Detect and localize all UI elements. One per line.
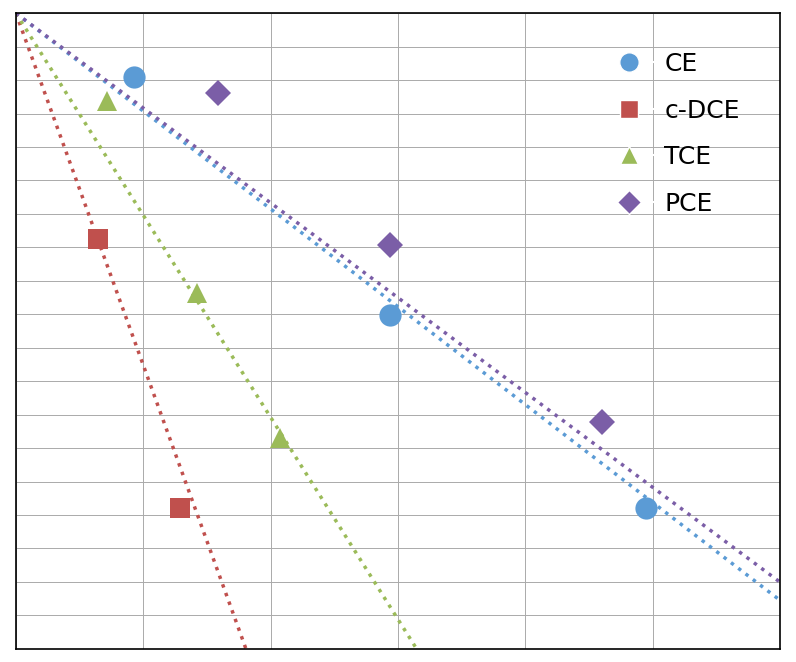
Legend: CE, c-DCE, TCE, PCE: CE, c-DCE, TCE, PCE	[584, 32, 760, 236]
